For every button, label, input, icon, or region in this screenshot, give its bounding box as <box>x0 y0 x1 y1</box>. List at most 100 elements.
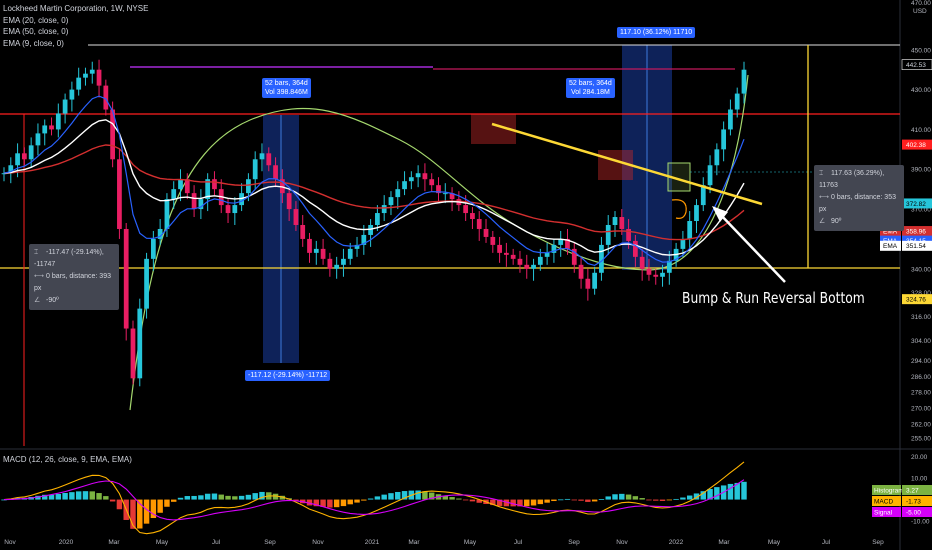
macd-histogram-bar <box>462 499 469 501</box>
macd-histogram-bar <box>347 499 353 505</box>
macd-tick-label: 10.00 <box>911 475 928 482</box>
macd-histogram-bar <box>700 491 706 500</box>
macd-histogram-bar <box>55 493 62 500</box>
macd-badge-label-bg <box>872 496 901 506</box>
legend-symbol: Lockheed Martin Corporation, 1W, NYSE <box>3 4 149 13</box>
candle-body <box>660 272 665 277</box>
candle-body <box>490 236 496 245</box>
candle-body <box>1 173 7 175</box>
macd-histogram-bar <box>82 491 89 500</box>
macd-histogram-bar <box>476 499 482 503</box>
macd-histogram-bar <box>171 499 177 502</box>
price-badge-text: 351.54 <box>906 243 926 250</box>
candle-body <box>144 258 149 309</box>
price-range-icon: ⌶ <box>819 170 824 177</box>
macd-badge-label: Histogram <box>874 487 904 494</box>
candle-body <box>476 219 482 229</box>
candle-body <box>653 274 659 277</box>
price-tick-label: 430.00 <box>911 87 931 94</box>
macd-histogram-bar <box>571 499 577 501</box>
candle-body <box>178 179 183 190</box>
range2-line1: 52 bars, 364d <box>569 80 612 87</box>
macd-histogram-bar <box>578 499 584 501</box>
candle-body <box>110 109 115 160</box>
candle-body <box>504 252 509 255</box>
macd-histogram-bar <box>381 494 387 500</box>
candle-body <box>612 217 618 225</box>
candle-body <box>76 77 82 90</box>
macd-histogram-bar <box>238 495 245 500</box>
macd-histogram-bar <box>680 497 686 500</box>
macd-histogram-bar <box>557 499 564 501</box>
time-tick-label: Sep <box>568 539 580 546</box>
time-tick-label: Nov <box>616 539 628 546</box>
macd-histogram-bar <box>714 487 720 500</box>
macd-histogram-bar <box>530 499 537 506</box>
measure-left-line3: -90º <box>46 297 59 304</box>
macd-line <box>3 461 745 535</box>
bottom-range-tag: -117.12 (-29.14%) -11712 <box>245 370 331 381</box>
macd-histogram-bar <box>225 495 231 500</box>
candle-body <box>524 264 530 269</box>
price-badge-prefix-text: EMA <box>883 228 898 235</box>
candle-body <box>585 278 591 289</box>
range1-tag: 52 bars, 364d Vol 398.846M <box>262 78 311 98</box>
candle-body <box>273 165 278 180</box>
candle-body <box>96 69 102 86</box>
macd-histogram-bar <box>395 491 401 500</box>
price-badge <box>902 235 932 246</box>
macd-histogram-bar <box>666 499 673 501</box>
candle-body <box>212 179 217 190</box>
candle-body <box>327 258 333 269</box>
candle-body <box>62 99 68 114</box>
candle-body <box>83 73 88 78</box>
macd-histogram-bar <box>537 499 544 505</box>
macd-histogram-bar <box>496 499 503 506</box>
range1-line2: Vol 398.846M <box>265 89 308 96</box>
time-tick-label: Mar <box>718 539 730 546</box>
macd-badge-label: Signal <box>874 509 893 516</box>
macd-histogram-bar <box>510 499 516 507</box>
candle-body <box>286 193 292 210</box>
candle-body <box>694 205 699 222</box>
candles <box>1 59 747 387</box>
candle-body <box>734 93 740 110</box>
price-badge-text: 358.96 <box>906 228 926 235</box>
measure-right-line1: 117.63 (36.29%), 11763 <box>819 170 885 189</box>
price-tick-label: 255.00 <box>911 436 931 443</box>
candle-body <box>354 244 360 249</box>
macd-histogram-bar <box>259 491 265 500</box>
macd-histogram-bar <box>456 498 462 500</box>
range2-line2: Vol 284.18M <box>570 89 610 96</box>
ema20-line <box>3 119 745 256</box>
macd-legend: MACD (12, 26, close, 9, EMA, EMA) <box>3 455 132 464</box>
macd-histogram-bar <box>693 493 700 500</box>
candle-body <box>728 109 733 130</box>
macd-histogram-bar <box>184 496 191 500</box>
price-badge-prefix-text: EMA <box>883 243 898 250</box>
candle-body <box>551 244 557 253</box>
candle-body <box>368 224 373 235</box>
macd-histogram-bar <box>727 483 734 500</box>
candle-body <box>381 205 387 214</box>
candle-body <box>619 217 625 229</box>
macd-histogram-bar <box>69 492 75 500</box>
candle-body <box>375 213 380 225</box>
candle-body <box>49 125 54 130</box>
candle-body <box>510 254 516 259</box>
candle-body <box>626 228 631 241</box>
candle-body <box>707 165 713 186</box>
price-badges: 442.53402.38372.82EMA358.96EMA354.15EMA3… <box>880 59 932 305</box>
macd-histogram-bar <box>143 499 150 524</box>
time-tick-label: Mar <box>408 539 420 546</box>
macd-histogram-bar <box>96 493 102 500</box>
candle-body <box>565 238 570 249</box>
time-tick-label: May <box>768 539 781 546</box>
macd-badge-value-bg <box>902 496 932 506</box>
candle-body <box>517 258 523 265</box>
macd-histogram-bar <box>1 499 7 501</box>
price-badge <box>902 139 932 150</box>
candle-body <box>184 179 190 194</box>
macd-histogram-bar <box>374 496 381 500</box>
